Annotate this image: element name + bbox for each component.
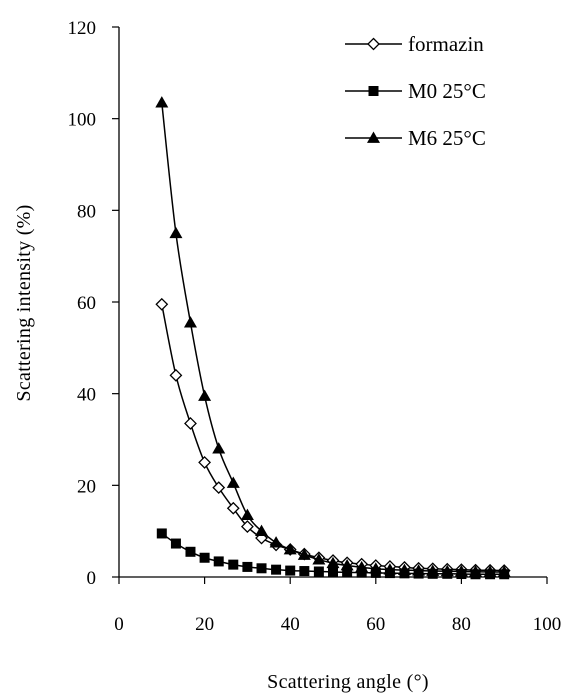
legend-marker [367,131,380,143]
data-point [170,538,181,549]
x-axis-title: Scattering angle (°) [267,671,429,693]
x-tick-label: 60 [366,614,385,635]
x-tick-label: 0 [114,614,124,635]
data-point [240,520,254,534]
y-tick-label: 0 [87,568,97,589]
legend-marker [367,37,380,51]
data-point [156,528,167,539]
data-point [497,565,511,577]
x-tick-label: 100 [533,614,562,635]
data-point [440,564,454,577]
data-point [271,564,282,575]
data-point [412,564,426,576]
data-point [312,553,326,565]
series-1 [155,297,511,578]
data-point [198,455,212,469]
series-3 [155,96,511,577]
series-line [161,304,505,572]
data-point [328,566,338,577]
legend-item: formazin [345,32,484,56]
data-point [242,561,253,572]
y-tick-label: 80 [77,201,96,222]
legend-marker [368,86,379,96]
data-point [183,316,197,328]
data-point [283,543,297,555]
data-point [383,563,397,575]
data-point [299,566,310,577]
data-point [198,389,212,401]
y-axis-title: Scattering intensity (%) [13,204,35,401]
data-point [212,481,226,495]
data-point [483,565,497,577]
data-point [256,563,267,574]
data-point [199,552,210,563]
legend: formazin M0 25°C M6 25°C [345,32,486,150]
legend-label: M0 25°C [408,79,486,103]
data-point [285,565,296,576]
x-tick-label: 40 [281,614,300,635]
data-point [255,524,269,537]
legend-label: M6 25°C [408,126,486,150]
data-point [226,501,240,515]
x-tick-label: 80 [452,614,471,635]
legend-label: formazin [408,32,484,56]
x-tick-label: 20 [195,614,214,635]
data-point [342,567,353,578]
y-tick-label: 100 [68,110,97,131]
data-point [184,417,197,430]
data-point [169,368,183,382]
y-tick-label: 20 [77,476,96,497]
data-point [454,565,468,577]
data-point [155,297,169,311]
data-point [169,226,183,239]
data-point [355,560,369,573]
data-point [426,564,440,576]
data-point [369,562,383,574]
data-point [469,565,483,577]
data-point [213,556,224,567]
data-point [313,566,324,577]
data-point [212,442,226,454]
data-point [185,546,196,557]
data-point [397,563,411,575]
data-point [297,548,311,560]
y-tick-label: 40 [77,385,96,406]
series-line [161,102,505,573]
y-tick-label: 60 [77,293,96,314]
data-point [228,559,239,570]
data-point [226,476,240,488]
data-point [155,96,169,108]
legend-item: M6 25°C [345,126,486,150]
data-point [356,567,367,578]
y-tick-label: 120 [68,18,97,39]
data-point [240,508,254,520]
data-point [326,556,340,569]
axes: 0 20 40 60 80 100 0 20 40 60 80 100 120 [68,18,562,635]
data-point [269,536,283,548]
data-point [340,559,354,571]
series-layer [155,96,511,580]
legend-item: M0 25°C [345,79,486,103]
